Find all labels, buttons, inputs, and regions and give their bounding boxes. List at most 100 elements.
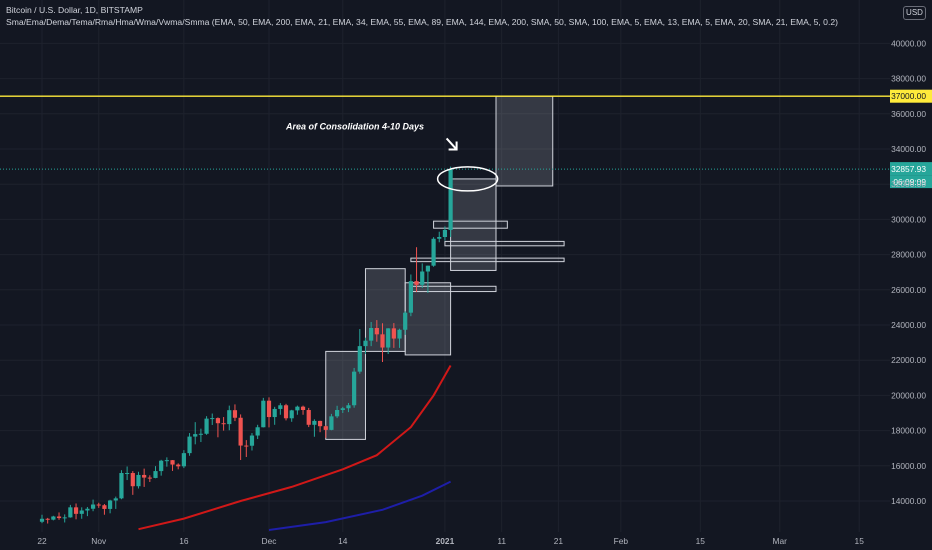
candle-body [244, 445, 249, 447]
candle-body [62, 517, 67, 519]
candle-body [272, 408, 277, 418]
candle-body [317, 420, 323, 427]
candle-body [56, 516, 62, 519]
currency-button[interactable]: USD [903, 6, 926, 20]
x-tick-label: Feb [614, 536, 629, 546]
candle-body [136, 474, 141, 487]
price-levels: 37000.00 32857.93 06:09:09 [0, 89, 932, 189]
candle-body [119, 473, 124, 499]
y-tick-label: 28000.00 [891, 250, 926, 260]
time-axis[interactable]: 22 Nov 16 Dec 14 2021 11 21 Feb 15 Mar 15 [37, 536, 864, 546]
candle-body [295, 406, 300, 411]
y-tick-label: 18000.00 [891, 426, 926, 436]
candle-body [357, 346, 362, 372]
candle-body [187, 436, 192, 454]
x-tick-label: 2021 [436, 536, 455, 546]
level-box [433, 220, 508, 229]
candle-body [306, 410, 311, 425]
candle-body [102, 505, 107, 509]
grid [0, 0, 890, 532]
candle-body [266, 400, 272, 418]
candle-body [448, 169, 453, 230]
candle-body [193, 434, 198, 437]
candle-body [159, 460, 164, 472]
candle-body [164, 460, 169, 462]
x-tick-label: Nov [91, 536, 107, 546]
y-tick-label: 20000.00 [891, 390, 926, 400]
candle-body [414, 281, 419, 285]
candle-body [329, 416, 334, 430]
candle-body [363, 340, 368, 347]
ema-red-line [138, 365, 452, 531]
indicator-title[interactable]: Sma/Ema/Dema/Tema/Rma/Hma/Wma/Vwma/Smma … [6, 17, 838, 27]
candle-body [386, 328, 391, 348]
candle-body [300, 406, 306, 411]
candle-body [73, 507, 79, 514]
x-tick-label: 15 [696, 536, 706, 546]
highlight-ellipse [436, 166, 499, 192]
candle-body [369, 327, 374, 341]
candle-body [437, 237, 442, 239]
candle-body [90, 504, 96, 509]
x-tick-label: 16 [179, 536, 189, 546]
candle-body [312, 420, 317, 425]
symbol-title[interactable]: Bitcoin / U.S. Dollar, 1D, BITSTAMP [6, 5, 143, 15]
candle-body [420, 271, 425, 285]
ema-blue-line [268, 480, 452, 531]
arrow-icon [445, 137, 458, 151]
candle-body [96, 504, 101, 506]
y-tick-label: 14000.00 [891, 496, 926, 506]
candle-body [408, 281, 413, 313]
consolidation-box [450, 178, 497, 271]
x-tick-label: 11 [497, 536, 506, 546]
y-tick-label: 22000.00 [891, 355, 926, 365]
price-axis[interactable]: 14000.00 16000.00 18000.00 20000.00 22000.00… [891, 38, 926, 506]
y-tick-label: 16000.00 [891, 461, 926, 471]
arrow-head-icon [448, 141, 458, 151]
x-tick-label: Dec [262, 536, 277, 546]
y-tick-label: 34000.00 [891, 144, 926, 154]
resistance-tag-label: 37000.00 [891, 91, 926, 101]
chart-legend: Bitcoin / U.S. Dollar, 1D, BITSTAMP Sma/… [6, 4, 838, 28]
candle-body [323, 426, 328, 430]
y-tick-label: 40000.00 [891, 38, 926, 48]
candle-body [397, 329, 402, 339]
candle-body [85, 508, 90, 511]
candle-body [215, 418, 221, 424]
y-tick-label: 38000.00 [891, 74, 926, 84]
annotation-text: Area of Consolidation 4-10 Days [285, 122, 424, 132]
x-tick-label: 14 [338, 536, 348, 546]
candle-body [255, 427, 260, 436]
y-tick-label: 32000.00 [891, 179, 926, 189]
candle-body [238, 417, 243, 446]
candle-body [125, 473, 130, 475]
y-tick-label: 36000.00 [891, 109, 926, 119]
candle-body [232, 410, 238, 418]
resistance-tag [890, 89, 932, 103]
candle-body [346, 405, 351, 409]
candle-body [176, 464, 181, 467]
candle-body [142, 474, 147, 478]
candle-body [68, 507, 73, 518]
candle-body [374, 327, 379, 335]
candle-body [335, 410, 340, 417]
candle-body [283, 405, 289, 419]
candle-body [431, 238, 436, 266]
x-tick-label: Mar [773, 536, 788, 546]
candle-body [261, 400, 266, 428]
candle-body [210, 418, 215, 420]
candle-body [198, 433, 203, 435]
last-price-tag-label: 32857.93 [891, 164, 926, 174]
x-tick-label: 21 [554, 536, 564, 546]
annotations: Area of Consolidation 4-10 Days [285, 122, 499, 192]
candle-body [227, 410, 232, 425]
level-box [410, 285, 497, 293]
candle-body [403, 312, 408, 330]
candle-body [425, 265, 430, 272]
candle-body [108, 500, 113, 509]
candle-body [442, 229, 448, 237]
candle-body [391, 328, 396, 339]
x-tick-label: 15 [855, 536, 865, 546]
